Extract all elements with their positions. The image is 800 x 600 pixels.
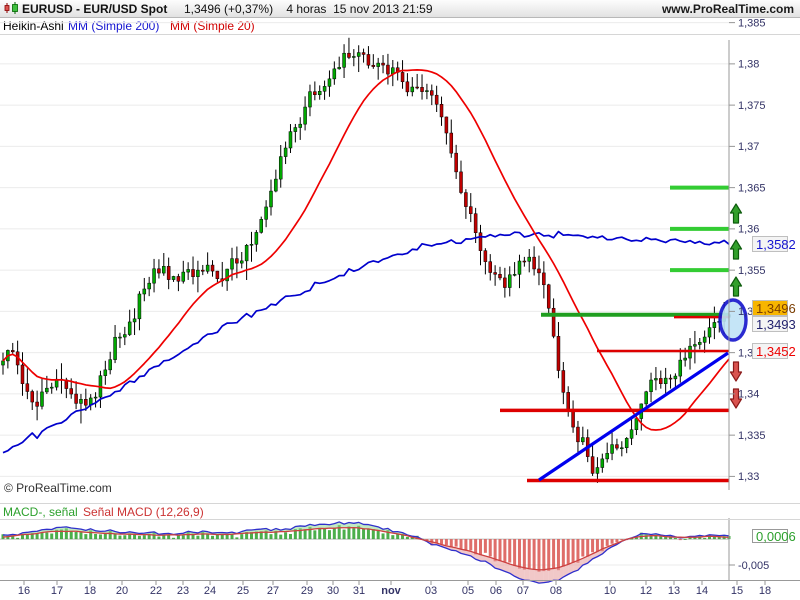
svg-text:03: 03 (425, 585, 437, 597)
svg-text:17: 17 (51, 585, 63, 597)
svg-text:22: 22 (150, 585, 162, 597)
svg-text:1,355: 1,355 (738, 265, 766, 277)
svg-text:-0,005: -0,005 (738, 560, 769, 572)
svg-text:12: 12 (640, 585, 652, 597)
svg-text:24: 24 (204, 585, 216, 597)
svg-text:31: 31 (353, 585, 365, 597)
svg-text:08: 08 (550, 585, 562, 597)
svg-text:27: 27 (267, 585, 279, 597)
svg-text:1,38: 1,38 (738, 59, 759, 71)
svg-text:20: 20 (116, 585, 128, 597)
svg-text:1,33: 1,33 (738, 471, 759, 483)
svg-text:1,36: 1,36 (738, 224, 759, 236)
svg-text:18: 18 (84, 585, 96, 597)
svg-text:07: 07 (517, 585, 529, 597)
svg-text:05: 05 (462, 585, 474, 597)
svg-text:15: 15 (731, 585, 743, 597)
svg-text:1,37: 1,37 (738, 141, 759, 153)
svg-text:14: 14 (696, 585, 708, 597)
svg-text:10: 10 (604, 585, 616, 597)
svg-text:nov: nov (381, 585, 401, 597)
svg-text:1,365: 1,365 (738, 182, 766, 194)
svg-text:13: 13 (668, 585, 680, 597)
svg-text:06: 06 (490, 585, 502, 597)
svg-text:30: 30 (327, 585, 339, 597)
svg-text:29: 29 (301, 585, 313, 597)
svg-text:1,375: 1,375 (738, 100, 766, 112)
svg-text:1,335: 1,335 (738, 430, 766, 442)
svg-text:16: 16 (18, 585, 30, 597)
svg-text:1,385: 1,385 (738, 17, 766, 29)
svg-text:23: 23 (177, 585, 189, 597)
svg-text:25: 25 (237, 585, 249, 597)
svg-text:1,34: 1,34 (738, 389, 759, 401)
svg-text:18: 18 (759, 585, 771, 597)
